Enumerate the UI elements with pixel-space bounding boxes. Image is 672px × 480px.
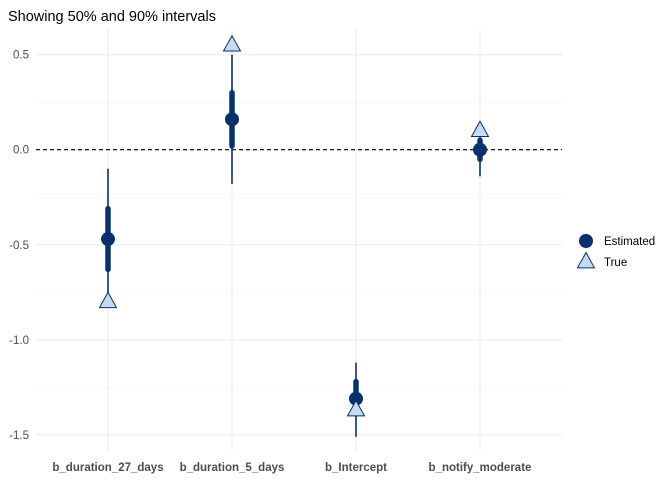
true-markers-layer [98,34,490,417]
x-tick-label: b_duration_5_days [180,462,285,474]
legend-estimated-key [579,234,593,248]
true-triangle-marker [222,34,242,52]
y-tick-label: 0.5 [13,50,29,62]
estimate-point [349,391,363,406]
legend-true-key [576,251,596,269]
legend-estimated-label: Estimated [604,236,655,248]
y-tick-label: -0.5 [9,240,29,252]
estimate-point [101,232,115,247]
y-tick-label: -1.5 [9,430,29,442]
chart-title: Showing 50% and 90% intervals [8,9,216,25]
legend-true-label: True [604,257,627,269]
legend: Estimated True [576,234,655,269]
y-tick-label: 0.0 [13,145,29,157]
true-triangle-marker [470,120,490,138]
estimate-point [473,142,487,157]
true-triangle-marker [346,399,366,417]
x-tick-label: b_duration_27_days [52,462,163,474]
x-tick-label: b_Intercept [325,462,387,474]
x-axis-tick-labels: b_duration_27_days b_duration_5_days b_Int… [52,462,531,474]
true-triangle-marker [98,291,118,309]
x-tick-label: b_notify_moderate [429,462,532,474]
interval-layer [101,54,487,437]
estimate-point [225,112,239,127]
minor-gridlines [36,101,562,388]
y-axis-tick-labels: 0.5 0.0 -0.5 -1.0 -1.5 [9,50,29,442]
y-tick-label: -1.0 [9,335,29,347]
